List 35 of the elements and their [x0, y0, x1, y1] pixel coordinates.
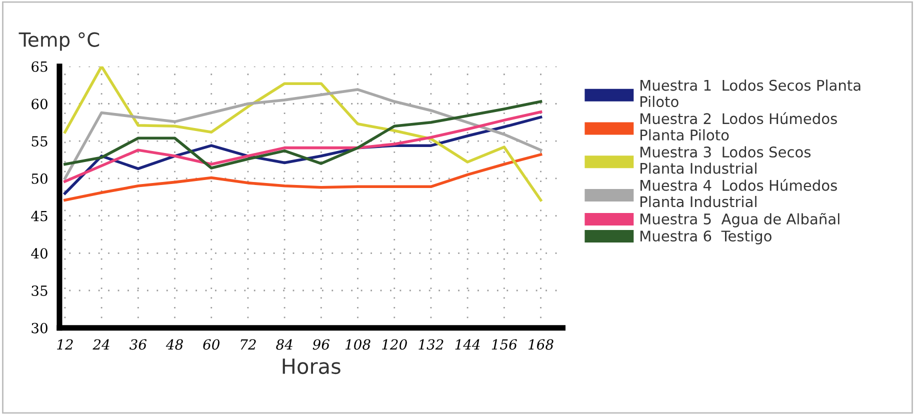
x-tick-label: 120 [382, 339, 407, 350]
y-tick-label: 60 [32, 98, 48, 110]
x-axis-title: Horas [282, 358, 340, 374]
x-tick-label: 96 [312, 339, 330, 350]
x-tick-label: 48 [166, 339, 183, 350]
x-tick-label: 24 [92, 339, 110, 350]
y-tick-label: 35 [32, 285, 48, 296]
x-tick-label: 12 [57, 339, 73, 350]
legend-label: Muestra 5 Agua de Albañal [640, 212, 840, 228]
y-tick-label: 45 [31, 210, 48, 222]
legend-label: Muestra 4 Lodos Húmedos Planta Industrial [640, 179, 837, 208]
legend-label: Muestra 6 Testigo [640, 230, 772, 244]
line-series [64, 110, 542, 183]
legend-label: Muestra 2 Lodos Húmedos Planta Piloto [640, 112, 837, 141]
x-tick-label: 72 [240, 339, 256, 350]
x-tick-label: 60 [203, 339, 220, 350]
x-tick-label: 132 [418, 339, 444, 350]
x-tick-label: 168 [528, 339, 554, 350]
y-tick-label: 65 [32, 61, 48, 72]
x-tick-label: 84 [276, 339, 292, 350]
x-tick-label: 36 [129, 339, 147, 350]
y-tick-label: 55 [32, 136, 48, 147]
line-series [64, 100, 542, 170]
line-series [64, 66, 542, 202]
line-series [64, 88, 542, 180]
legend-label: Muestra 3 Lodos Secos Planta Industrial [640, 146, 811, 174]
x-tick-label: 108 [345, 339, 370, 350]
y-tick-label: 30 [32, 322, 48, 334]
x-tick-label: 156 [492, 339, 517, 350]
line-series [64, 153, 542, 202]
y-axis-title: Temp °C [18, 32, 100, 51]
y-tick-label: 40 [31, 248, 48, 259]
y-tick-label: 50 [32, 173, 48, 184]
x-tick-label: 144 [455, 339, 480, 350]
legend-label: Muestra 1 Lodos Secos Planta Piloto [640, 80, 860, 108]
